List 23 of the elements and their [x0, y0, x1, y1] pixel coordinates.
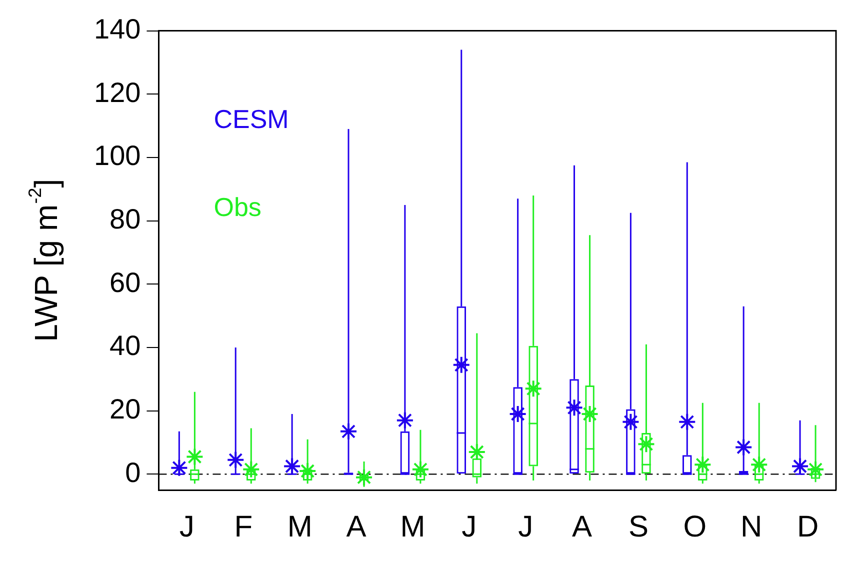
- y-tick-label: 120: [94, 76, 141, 108]
- x-tick-label: J: [462, 510, 477, 544]
- x-tick-label: D: [796, 510, 819, 544]
- y-tick-label: 40: [110, 330, 141, 362]
- x-tick-label: F: [234, 510, 253, 544]
- y-axis-title: LWP [g m-2]: [24, 178, 64, 342]
- x-tick-label: A: [346, 510, 366, 544]
- x-tick-label: J: [179, 510, 194, 544]
- x-tick-label: J: [518, 510, 534, 544]
- y-tick-label: 0: [125, 456, 141, 488]
- x-tick-label: S: [628, 510, 648, 544]
- x-tick-label: M: [400, 510, 426, 544]
- x-tick-label: N: [740, 510, 762, 544]
- x-tick-label: M: [287, 510, 312, 544]
- text: CESM: [214, 104, 289, 134]
- y-tick-label: 60: [110, 266, 141, 298]
- y-tick-label: 100: [94, 140, 141, 172]
- x-tick-label: O: [683, 510, 707, 544]
- text: Obs: [214, 192, 262, 222]
- y-tick-label: 140: [94, 14, 141, 45]
- y-tick-label: 80: [110, 204, 141, 235]
- y-tick-label: 20: [110, 394, 141, 425]
- x-tick-label: A: [572, 510, 592, 544]
